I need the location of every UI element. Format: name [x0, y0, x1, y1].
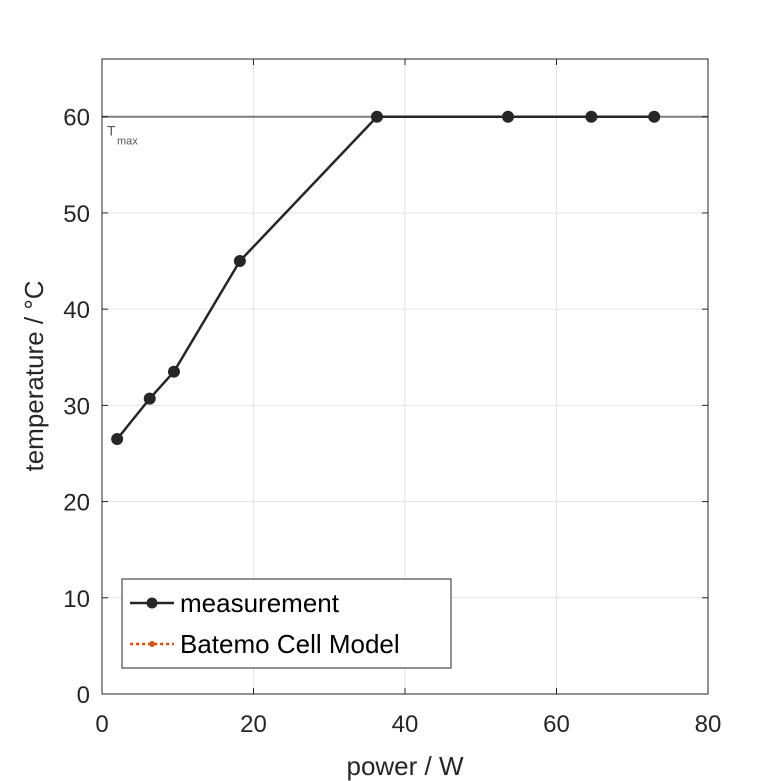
y-axis-label: temperature / °C [19, 280, 49, 471]
data-point [167, 365, 180, 378]
tmax-label: T [107, 123, 116, 139]
legend-label: Batemo Cell Model [180, 629, 400, 659]
axis-ticks: 0 20 40 60 80 0 10 20 30 40 50 60 [63, 59, 721, 738]
y-tick-label: 30 [63, 393, 90, 420]
legend-label: measurement [180, 588, 340, 618]
legend-marker [149, 641, 155, 647]
data-point [370, 110, 383, 123]
y-tick-label: 50 [63, 201, 90, 228]
legend: measurement Batemo Cell Model [121, 578, 452, 669]
y-tick-label: 60 [63, 105, 90, 132]
x-tick-label: 40 [392, 711, 419, 738]
data-point [233, 255, 246, 268]
y-tick-label: 10 [63, 586, 90, 613]
x-tick-label: 20 [240, 711, 267, 738]
data-point [585, 110, 598, 123]
series-line [116, 115, 655, 440]
x-axis-label: power / W [346, 751, 463, 781]
data-point [648, 110, 661, 123]
legend-marker [146, 597, 158, 609]
x-tick-label: 0 [95, 711, 108, 738]
x-tick-label: 80 [695, 711, 722, 738]
y-tick-label: 20 [63, 490, 90, 517]
data-point [143, 392, 156, 405]
data-point [111, 433, 124, 446]
legend-box [121, 578, 452, 669]
tmax-label-sub: max [117, 136, 138, 148]
series-group [111, 110, 661, 446]
x-tick-label: 60 [543, 711, 570, 738]
y-tick-label: 40 [63, 297, 90, 324]
y-tick-label: 0 [77, 682, 90, 709]
data-point [502, 110, 515, 123]
